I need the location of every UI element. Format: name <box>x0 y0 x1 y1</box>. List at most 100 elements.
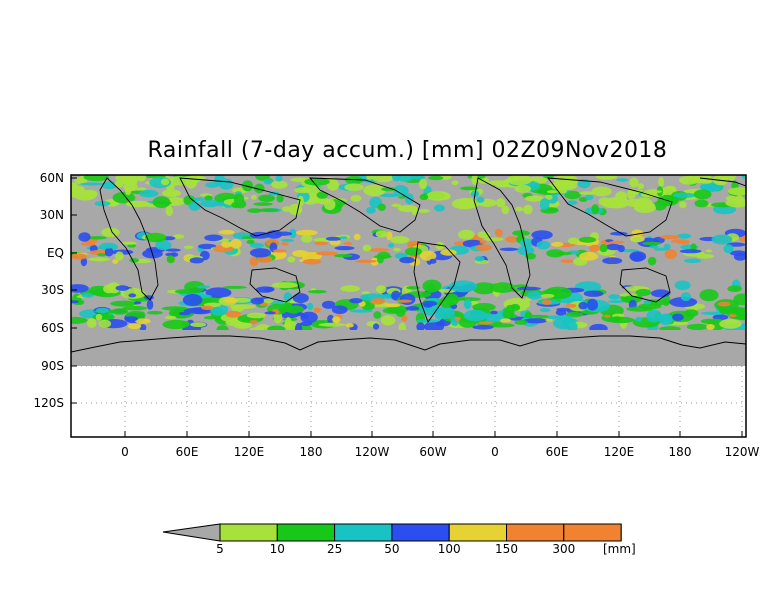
rain-cell <box>669 297 698 308</box>
rain-cell <box>375 230 388 238</box>
x-axis: 0 60E 120E 180 120W 60W 0 60E 120E 180 120W <box>121 431 760 459</box>
colorbar-unit: [mm] <box>603 542 636 556</box>
rain-cell <box>479 240 487 245</box>
rain-cell <box>659 235 681 240</box>
rain-cell <box>71 284 89 293</box>
rain-cell <box>190 322 207 328</box>
rain-cell <box>727 187 746 196</box>
rain-cell <box>422 289 442 300</box>
rain-cell <box>659 326 681 332</box>
rain-cell <box>308 290 327 294</box>
rain-cell <box>201 305 214 311</box>
colorbar-label: 150 <box>495 542 518 556</box>
rain-cell <box>345 175 363 185</box>
rain-cell <box>560 259 574 264</box>
rain-cell <box>262 298 274 304</box>
rain-cell <box>329 239 341 246</box>
rain-cell <box>112 259 119 264</box>
rain-cell <box>325 236 342 241</box>
rain-cell <box>304 178 330 186</box>
rain-cell <box>712 314 729 321</box>
rain-cell <box>204 234 223 242</box>
rain-cell <box>363 184 386 197</box>
rain-cell <box>672 313 684 321</box>
rain-cell <box>406 286 421 290</box>
rain-cell <box>695 253 715 259</box>
rain-cell <box>738 235 746 242</box>
rain-cell <box>104 247 114 257</box>
rain-cell <box>318 322 346 327</box>
rain-cell <box>387 305 409 314</box>
colorbar-swatch <box>506 523 565 542</box>
rain-cell <box>388 243 395 248</box>
rain-cell <box>474 256 485 262</box>
rain-cell <box>242 180 254 192</box>
rain-cell <box>366 207 376 214</box>
rain-cell <box>381 187 396 192</box>
rain-cell <box>264 311 276 315</box>
rain-cell <box>349 298 363 304</box>
rain-cell <box>103 284 115 294</box>
y-tick-label: 90S <box>41 359 64 373</box>
rain-cell <box>635 316 643 322</box>
colorbar-label: 5 <box>216 542 224 556</box>
colorbar-swatch <box>276 523 336 542</box>
rain-cell <box>523 204 533 215</box>
rain-cell <box>292 250 309 257</box>
rain-cell <box>589 244 601 252</box>
rain-cell <box>718 305 730 315</box>
rain-cell <box>350 194 362 202</box>
rain-cell <box>71 316 88 324</box>
rain-cell <box>334 254 353 258</box>
rain-cell <box>80 257 88 267</box>
rain-cell <box>218 229 235 235</box>
rain-cell <box>399 256 415 264</box>
rain-cell <box>435 320 445 326</box>
rain-cell <box>185 177 198 189</box>
rain-cell <box>256 255 273 263</box>
rain-cell <box>671 239 690 244</box>
rain-cell <box>71 300 79 304</box>
rain-cell <box>591 186 612 197</box>
rain-cell <box>173 234 185 239</box>
rain-cell <box>250 194 257 200</box>
rain-cell <box>125 187 132 196</box>
rain-cell <box>184 281 205 293</box>
rain-cell <box>551 241 564 247</box>
continent-outline <box>249 267 301 303</box>
rain-cell <box>700 311 727 315</box>
rain-cell <box>523 318 548 324</box>
rain-cell <box>705 249 713 253</box>
rain-cell <box>490 310 498 315</box>
rain-cell <box>205 182 220 188</box>
y-tick-label: EQ <box>47 246 64 260</box>
rain-cell <box>578 236 597 243</box>
rain-cell <box>313 307 321 313</box>
rain-cell <box>626 306 653 312</box>
rain-cell <box>80 182 105 186</box>
rain-cell <box>627 188 636 200</box>
rain-cell <box>506 175 533 186</box>
x-tick-label: 0 <box>491 445 499 459</box>
rain-cell <box>723 244 734 254</box>
rain-cell <box>139 324 147 332</box>
rain-cell <box>416 322 425 332</box>
rain-cell <box>257 208 279 213</box>
rain-cell <box>422 279 442 293</box>
rain-cell <box>542 175 554 179</box>
rain-cell <box>158 201 172 205</box>
rain-cell <box>565 311 584 318</box>
rain-cell <box>124 316 139 322</box>
rain-cell <box>122 306 148 311</box>
rain-cell <box>344 183 364 191</box>
rain-cell <box>545 194 553 200</box>
rain-cell <box>373 323 380 330</box>
rain-cell <box>196 285 211 289</box>
rain-cell <box>608 294 621 300</box>
continent-outline <box>547 177 673 237</box>
rain-cell <box>273 249 287 253</box>
rain-cell <box>565 303 577 308</box>
rain-cell <box>487 180 513 186</box>
rain-cell <box>653 200 667 211</box>
rain-cell <box>391 203 402 208</box>
